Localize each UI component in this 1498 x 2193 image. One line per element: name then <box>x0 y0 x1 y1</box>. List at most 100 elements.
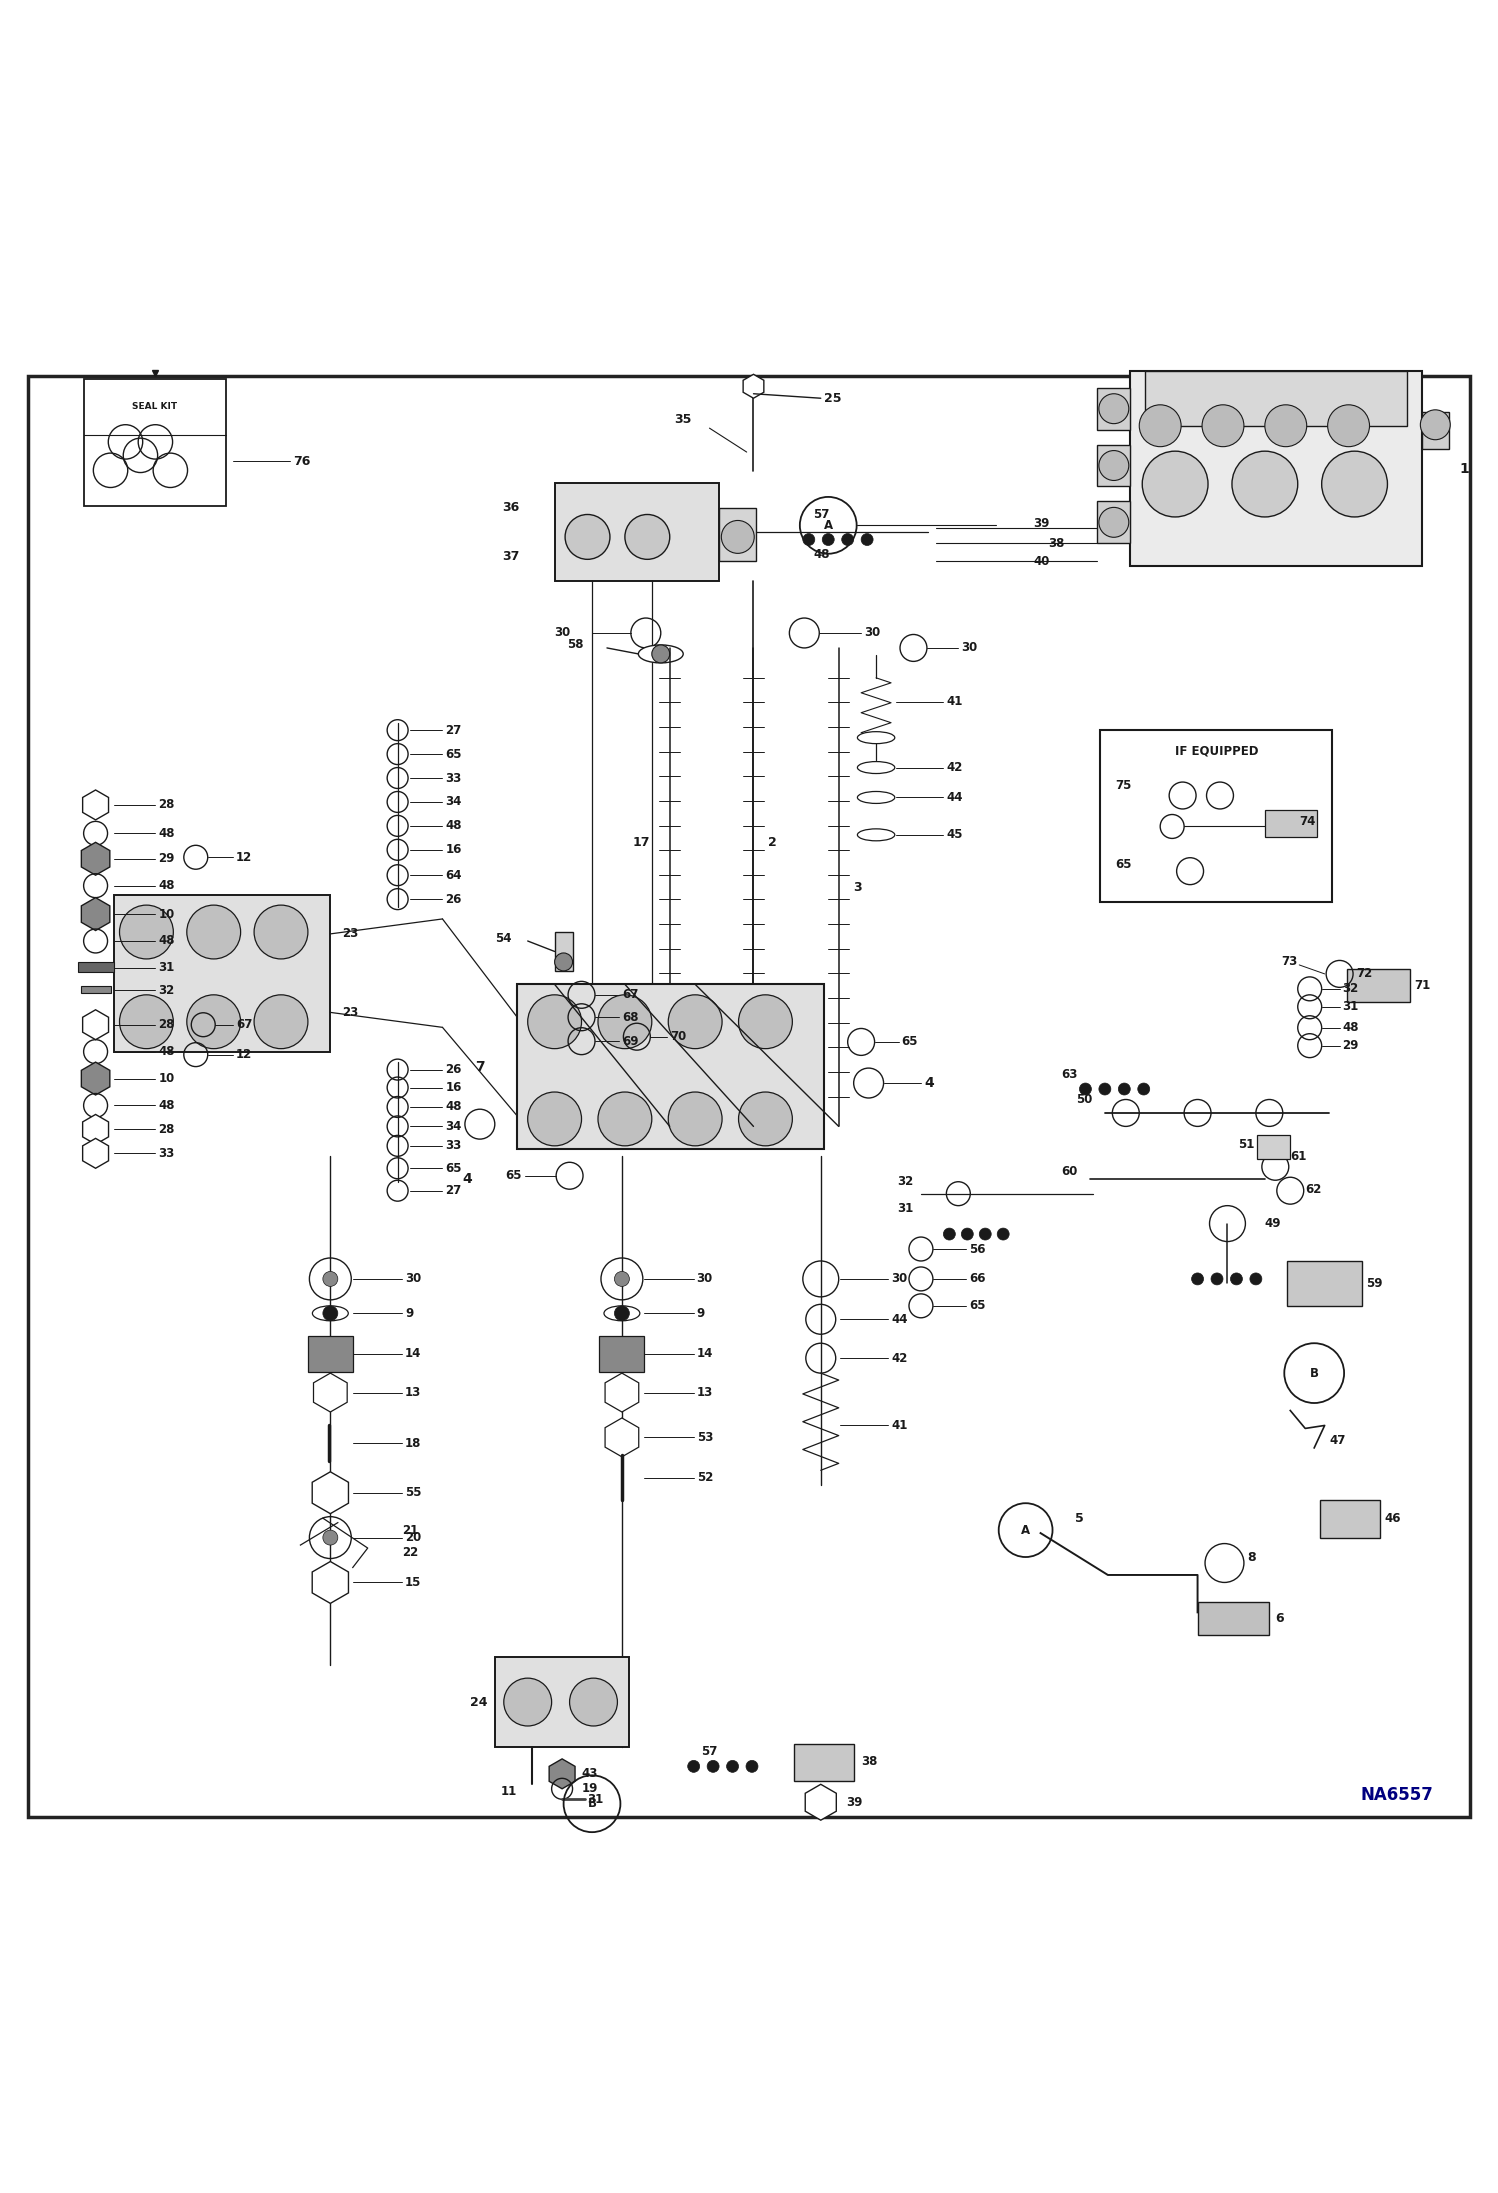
Circle shape <box>1100 507 1129 537</box>
Text: 26: 26 <box>445 893 461 906</box>
Text: 19: 19 <box>581 1783 598 1796</box>
Polygon shape <box>312 1472 349 1513</box>
Text: 73: 73 <box>1281 956 1297 969</box>
Circle shape <box>707 1761 719 1772</box>
Text: 31: 31 <box>159 961 175 974</box>
Text: 30: 30 <box>891 1272 908 1285</box>
Text: 11: 11 <box>500 1785 517 1798</box>
Text: 48: 48 <box>813 548 830 561</box>
Text: 14: 14 <box>404 1347 421 1360</box>
Text: 2: 2 <box>768 836 777 849</box>
Text: 12: 12 <box>237 851 252 864</box>
Text: 48: 48 <box>445 1101 461 1114</box>
Circle shape <box>598 996 652 1048</box>
Circle shape <box>324 1305 339 1320</box>
Text: 44: 44 <box>947 792 963 805</box>
Text: 54: 54 <box>494 932 511 945</box>
Text: 41: 41 <box>891 1419 908 1432</box>
Text: 67: 67 <box>622 989 638 1002</box>
Ellipse shape <box>638 645 683 662</box>
Polygon shape <box>806 1785 836 1820</box>
Text: 50: 50 <box>1077 1092 1094 1105</box>
Text: 28: 28 <box>159 1018 175 1031</box>
Text: 34: 34 <box>445 796 461 809</box>
Circle shape <box>569 1678 617 1726</box>
Circle shape <box>1119 1083 1131 1094</box>
Text: 65: 65 <box>1116 857 1132 871</box>
Text: 75: 75 <box>1116 779 1131 792</box>
Text: 30: 30 <box>404 1272 421 1285</box>
Circle shape <box>739 996 792 1048</box>
Text: 5: 5 <box>1076 1511 1083 1524</box>
Text: 43: 43 <box>581 1768 598 1781</box>
Text: 29: 29 <box>1342 1039 1359 1053</box>
Text: 33: 33 <box>159 1147 175 1160</box>
Text: 10: 10 <box>159 908 175 921</box>
Circle shape <box>1143 452 1207 518</box>
Circle shape <box>1080 1083 1092 1094</box>
Text: 58: 58 <box>566 638 583 651</box>
Text: 23: 23 <box>343 928 358 941</box>
Text: 33: 33 <box>445 772 461 785</box>
Text: 13: 13 <box>697 1386 713 1399</box>
Text: 30: 30 <box>864 627 881 640</box>
Text: SEAL KIT: SEAL KIT <box>132 401 177 412</box>
Polygon shape <box>605 1373 638 1412</box>
Circle shape <box>962 1228 974 1239</box>
Text: 30: 30 <box>697 1272 713 1285</box>
Bar <box>1264 809 1317 838</box>
Text: 4: 4 <box>924 1077 933 1090</box>
Bar <box>84 379 226 507</box>
Text: 36: 36 <box>502 502 520 513</box>
Text: 52: 52 <box>697 1472 713 1485</box>
Circle shape <box>1420 410 1450 441</box>
Circle shape <box>1138 1083 1150 1094</box>
Bar <box>1257 1136 1290 1160</box>
Circle shape <box>1191 1272 1203 1285</box>
Text: 76: 76 <box>294 454 310 467</box>
Bar <box>599 1336 644 1371</box>
Circle shape <box>625 515 670 559</box>
Text: 64: 64 <box>445 868 461 882</box>
Text: 17: 17 <box>632 836 650 849</box>
Polygon shape <box>81 842 109 875</box>
Text: 30: 30 <box>554 627 571 640</box>
Text: 30: 30 <box>962 640 978 654</box>
Circle shape <box>688 1761 700 1772</box>
Circle shape <box>1327 406 1369 447</box>
Text: 42: 42 <box>891 1351 908 1364</box>
Circle shape <box>822 533 834 546</box>
Text: 13: 13 <box>404 1386 421 1399</box>
Text: 16: 16 <box>445 1081 461 1094</box>
Polygon shape <box>743 375 764 399</box>
Circle shape <box>1100 450 1129 480</box>
Bar <box>1197 1601 1269 1634</box>
Bar <box>494 1658 629 1748</box>
Circle shape <box>1100 1083 1112 1094</box>
Polygon shape <box>313 1373 348 1412</box>
Text: 61: 61 <box>1290 1149 1306 1162</box>
Text: 7: 7 <box>475 1059 484 1075</box>
Text: 25: 25 <box>824 393 842 406</box>
Bar <box>719 509 756 561</box>
Circle shape <box>527 996 581 1048</box>
Text: A: A <box>1022 1524 1031 1537</box>
Text: 49: 49 <box>1264 1217 1281 1230</box>
Text: 67: 67 <box>237 1018 253 1031</box>
Bar <box>1101 730 1332 901</box>
Polygon shape <box>82 1009 108 1039</box>
Text: 31: 31 <box>897 1202 914 1215</box>
Text: 8: 8 <box>1246 1550 1255 1564</box>
Polygon shape <box>605 1419 638 1456</box>
Circle shape <box>324 1531 339 1546</box>
Circle shape <box>1201 406 1243 447</box>
Circle shape <box>614 1305 629 1320</box>
Text: 55: 55 <box>404 1487 421 1500</box>
Circle shape <box>722 520 753 553</box>
Polygon shape <box>81 1061 109 1094</box>
Text: 23: 23 <box>343 1007 358 1020</box>
Text: 39: 39 <box>1034 518 1050 531</box>
Bar <box>1098 502 1131 544</box>
Circle shape <box>187 906 241 958</box>
Circle shape <box>1264 406 1306 447</box>
